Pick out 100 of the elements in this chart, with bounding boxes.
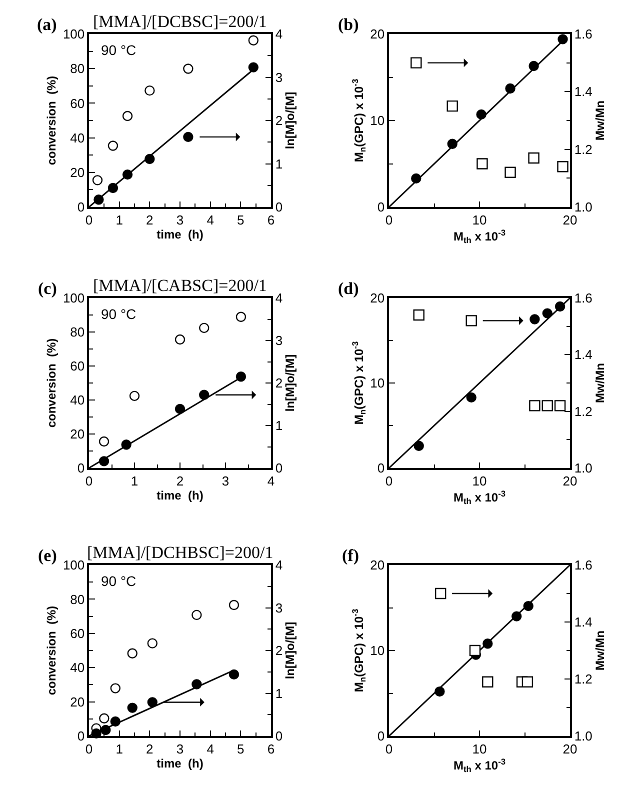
point	[542, 400, 553, 412]
point	[476, 158, 488, 170]
y2-axis-title: Mw/Mn	[592, 363, 607, 403]
x-tick-label: 1	[116, 212, 123, 228]
y-tick-label: 20	[70, 694, 85, 710]
x-tick-label: 2	[146, 741, 154, 756]
y-tick-label: 10	[370, 113, 385, 128]
point	[236, 372, 246, 382]
y2-axis-title: Mw/Mn	[592, 630, 607, 670]
point	[183, 64, 194, 74]
text: (d)	[338, 279, 359, 298]
point	[248, 62, 259, 72]
y2-tick-label: 1.4	[574, 614, 592, 630]
y-tick-label: 60	[70, 96, 85, 111]
chart-title: [MMA]/[DCBSC]=200/1	[93, 12, 267, 31]
annotation: 90 °C	[101, 573, 136, 589]
point	[504, 166, 516, 178]
y2-tick-label: 1.4	[574, 84, 592, 100]
y-tick-label: 10	[370, 643, 385, 658]
y2-tick-label: 1	[275, 156, 283, 172]
x-tick-label: 1	[116, 741, 123, 756]
y2-tick-label: 1.4	[574, 347, 592, 362]
x-tick-label: 2	[176, 473, 184, 488]
y-tick-label: 20	[370, 290, 385, 306]
y-tick-label: 60	[70, 358, 85, 374]
point	[554, 400, 566, 412]
y-tick-label: 40	[70, 660, 85, 676]
y-tick-label: 0	[77, 200, 85, 215]
y-tick-label: 100	[62, 558, 85, 573]
y2-axis-title: ln[M]o/[M]	[282, 92, 297, 150]
x-axis-title: time (h)	[156, 488, 204, 503]
y-tick-label: 100	[62, 290, 85, 306]
y2-axis-title: ln[M]o/[M]	[282, 622, 297, 680]
point	[144, 85, 155, 96]
x-tick-label: 5	[237, 741, 244, 756]
point	[92, 175, 103, 186]
y-tick-label: 0	[377, 200, 385, 215]
y2-tick-label: 3	[275, 600, 283, 616]
point	[466, 392, 476, 403]
y-axis-title: conversion (%)	[44, 76, 59, 166]
y-tick-label: 100	[62, 26, 85, 42]
y-tick-label: 20	[70, 426, 85, 442]
x-tick-label: 3	[176, 212, 184, 228]
y-tick-label: 80	[70, 61, 85, 76]
y-axis-title: conversion (%)	[44, 338, 59, 428]
y2-tick-label: 4	[275, 558, 283, 573]
y2-tick-label: 1.0	[574, 728, 592, 744]
y-tick-label: 20	[370, 558, 385, 573]
y2-tick-label: 0	[275, 460, 283, 476]
y2-tick-label: 2	[275, 376, 283, 391]
x-axis-title: M$_{th}$ x 10$^{-3}$	[453, 488, 506, 506]
x-tick-label: 10	[472, 741, 487, 756]
y2-tick-label: 3	[275, 333, 283, 348]
point	[446, 100, 458, 112]
y2-tick-label: 1	[275, 418, 283, 434]
y-tick-label: 20	[70, 164, 85, 180]
point	[557, 161, 568, 172]
point	[542, 308, 552, 318]
y2-tick-label: 0	[275, 728, 283, 744]
chart-title: [MMA]/[CABSC]=200/1	[93, 276, 267, 295]
point	[108, 140, 118, 151]
x-tick-label: 1	[130, 473, 138, 488]
point	[192, 610, 202, 620]
y-tick-label: 20	[370, 26, 385, 42]
y2-tick-label: 3	[275, 70, 283, 85]
y-tick-label: 0	[77, 460, 85, 476]
annotation: 90 °C	[101, 42, 136, 58]
x-tick-label: 20	[562, 212, 578, 228]
point	[410, 57, 422, 68]
x-tick-label: 4	[206, 741, 214, 756]
y-axis-title: conversion (%)	[44, 606, 59, 696]
x-tick-label: 3	[222, 473, 230, 488]
x-axis-title: time (h)	[156, 756, 204, 771]
point	[522, 676, 534, 688]
text: (c)	[38, 279, 57, 298]
x-tick-label: 6	[267, 741, 275, 756]
y-tick-label: 40	[70, 130, 85, 146]
point	[466, 315, 477, 326]
point	[183, 132, 194, 142]
annotation: 90 °C	[101, 306, 136, 322]
y2-tick-label: 1.6	[574, 290, 592, 306]
point	[528, 152, 540, 164]
y-tick-label: 10	[370, 376, 385, 391]
text: (b)	[338, 15, 359, 34]
y2-tick-label: 1.6	[574, 26, 592, 42]
y2-tick-label: 1.6	[574, 558, 592, 573]
x-tick-label: 5	[237, 212, 244, 228]
point	[248, 35, 259, 46]
point	[414, 440, 424, 451]
point	[228, 600, 240, 610]
point	[236, 312, 246, 322]
point	[469, 644, 481, 656]
y2-tick-label: 1	[275, 686, 283, 701]
y2-tick-label: 0	[275, 200, 283, 215]
point	[174, 404, 186, 414]
y2-tick-label: 4	[275, 26, 283, 42]
y2-tick-label: 2	[275, 113, 283, 128]
point	[122, 110, 133, 122]
point	[147, 697, 158, 708]
y-tick-label: 0	[77, 728, 85, 744]
